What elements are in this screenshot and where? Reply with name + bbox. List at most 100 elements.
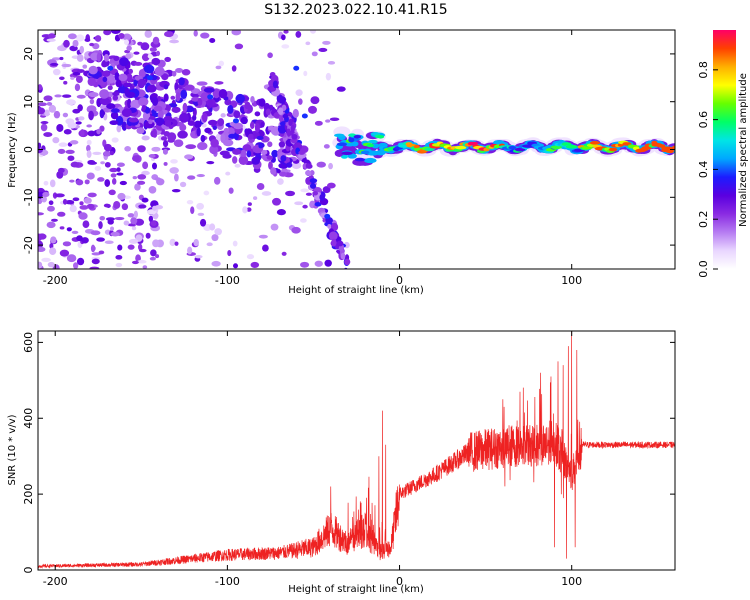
spectral-blob [283,30,289,34]
spectral-blob [220,133,226,144]
spectral-blob [76,235,83,242]
spectral-blob [148,119,153,125]
spectral-blob [174,241,179,246]
spectral-blob [181,69,191,76]
spectral-blob [219,150,230,156]
spectral-blob [204,127,212,134]
spectral-blob [206,161,215,165]
spectral-blob [137,41,143,46]
spectral-blob [550,145,562,150]
spectral-blob [40,121,49,125]
spectral-blob [51,218,58,222]
spectral-blob [267,52,273,59]
spectral-blob [150,221,157,227]
spectral-blob [325,119,331,123]
y-tick-label: 20 [22,47,35,61]
spectral-blob [322,40,331,45]
spectral-blob [254,122,260,133]
spectral-blob [271,149,279,158]
spectral-blob [117,244,123,251]
spectral-blob [114,72,120,81]
spectral-blob [150,249,157,257]
spectral-blob [38,107,46,115]
spectral-blob [141,104,147,111]
spectral-blob [371,143,380,149]
spectral-blob [261,191,272,196]
spectral-blob [75,34,85,42]
spectral-blob [514,147,526,152]
spectral-blob [112,91,120,96]
spectral-blob [103,143,112,152]
spectral-blob [169,238,176,247]
spectral-blob [224,99,232,106]
spectral-blob [87,192,97,198]
spectral-blob [232,156,238,164]
spectral-blob [77,104,83,112]
y-tick-label: 0 [22,567,35,574]
spectral-blob [116,172,124,176]
spectral-blob [169,167,179,174]
spectral-blob [305,170,312,176]
spectral-blob [89,266,100,269]
spectral-blob [65,200,75,205]
spectral-blob [231,65,237,72]
spectral-blob [110,108,120,114]
spectral-blob [469,141,479,146]
spectral-blob [109,120,119,126]
spectral-blob [277,124,287,134]
spectral-blob [300,218,307,223]
spectral-blob [171,70,177,77]
spectral-blob [260,121,265,128]
spectral-blob [353,134,362,139]
spectral-blob [133,210,138,219]
spectral-blob [328,162,333,170]
spectral-blob [324,259,332,267]
spectral-blob [137,145,146,153]
spectral-blob [116,167,121,172]
spectral-blob [240,149,247,158]
spectral-blob [291,161,302,170]
spectral-blob [136,127,145,134]
spectral-blob [63,129,72,135]
spectral-blob [57,211,66,217]
spectral-blob [150,92,158,99]
spectral-blob [78,212,88,220]
spectral-blob [160,136,168,141]
spectral-blob [84,179,90,185]
spectral-blob [87,77,96,86]
spectral-blob [286,128,291,137]
spectral-blob [87,160,96,165]
spectral-blob [101,70,111,77]
spectral-blob [137,97,149,107]
spectral-blob [137,180,146,185]
spectral-blob [175,68,184,74]
spectral-blob [119,57,129,67]
spectral-blob [199,218,207,227]
colorbar-tick-label: 0.6 [697,111,710,129]
spectral-blob [238,155,249,165]
spectral-blob [161,73,169,81]
spectral-blob [103,30,112,36]
spectral-blob [43,180,49,186]
spectral-blob [126,45,132,51]
spectral-blob [69,179,75,183]
spectral-blob [671,145,675,150]
spectral-blob [59,56,64,61]
spectral-blob [152,36,160,45]
snr-axes: -200 -100 0 100 0 200 400 600 [22,331,675,588]
spectral-blob [220,113,226,118]
spectral-blob [246,254,255,260]
spectral-blob [203,87,215,93]
spectral-blob [131,226,137,231]
spectral-blob [86,203,95,210]
spectral-blob [133,79,138,87]
spectral-blob [89,42,95,47]
spectral-blob [144,30,153,38]
spectral-blob [99,109,105,119]
spectral-blob [38,84,43,91]
spectral-blob [79,201,84,206]
spectral-blob [40,123,48,132]
spectral-blob [38,246,46,253]
spectral-blob [137,259,147,264]
